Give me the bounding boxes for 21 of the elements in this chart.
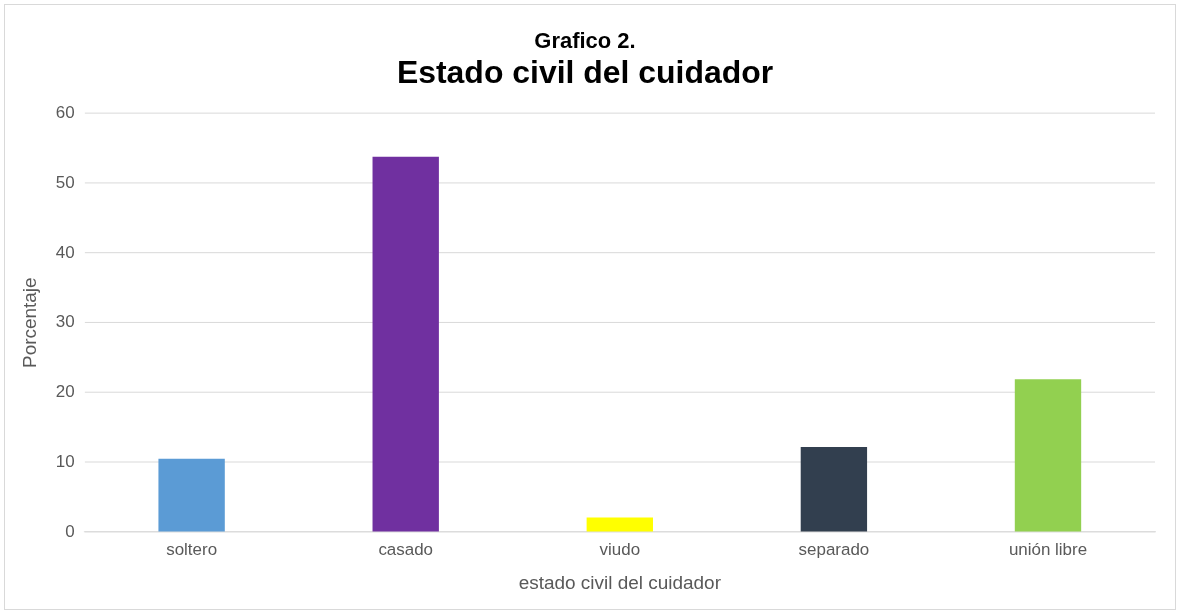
x-tick-label: unión libre [1008, 539, 1088, 559]
x-axis-title: estado civil del cuidador [518, 571, 721, 593]
x-tick-label: viudo [599, 539, 641, 559]
x-tick-label: soltero [166, 539, 218, 559]
y-tick-label: 60 [55, 103, 75, 123]
bar [158, 458, 225, 532]
y-tick-label: 20 [55, 382, 75, 402]
bar [800, 446, 868, 532]
bar [586, 517, 653, 532]
y-tick-label: 30 [55, 312, 75, 332]
y-tick-label: 50 [55, 172, 75, 192]
x-tick-label: separado [798, 539, 870, 559]
y-axis-title: Porcentaje [18, 277, 40, 368]
x-tick-label: casado [378, 539, 434, 559]
chart-title: Grafico 2. [534, 28, 636, 54]
y-tick-label: 40 [55, 242, 75, 262]
bar [1014, 379, 1082, 532]
bar [372, 156, 439, 532]
y-tick-label: 0 [65, 521, 75, 541]
y-tick-label: 10 [55, 451, 75, 471]
chart-subtitle: Estado civil del cuidador [396, 54, 774, 91]
